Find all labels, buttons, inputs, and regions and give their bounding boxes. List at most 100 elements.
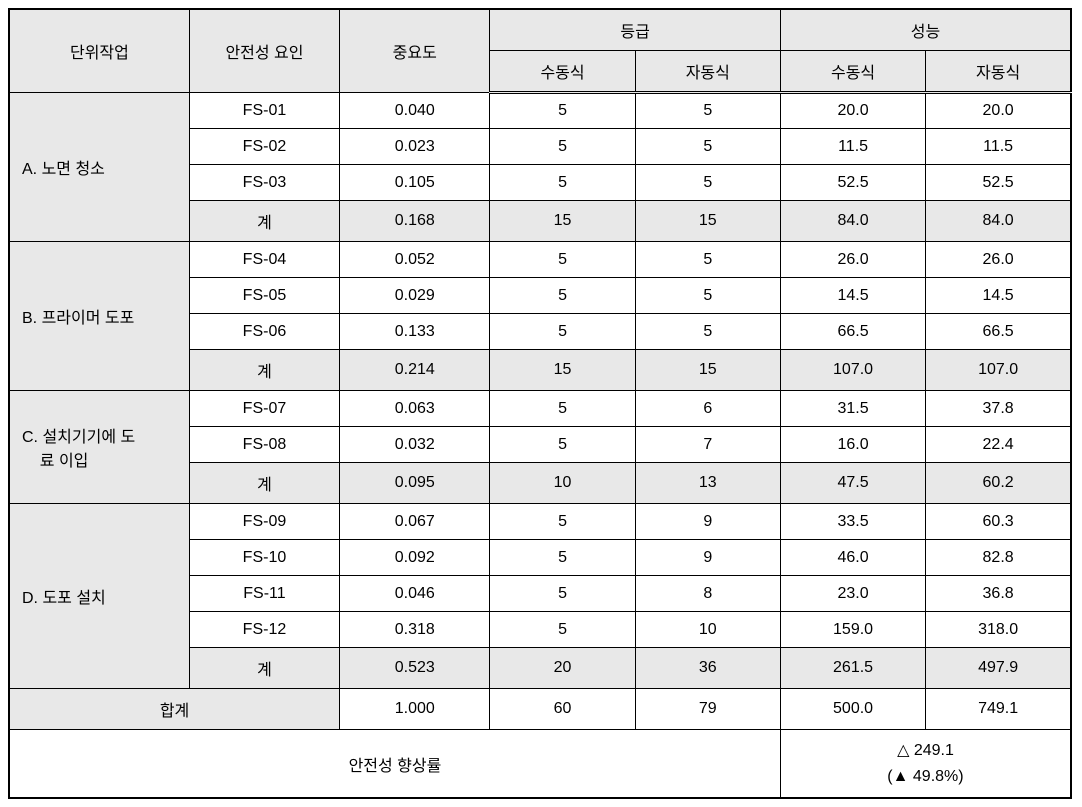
table-cell: 9 — [635, 540, 780, 576]
group-label: B. 프라이머 도포 — [9, 242, 189, 391]
table-cell: 5 — [490, 278, 635, 314]
improvement-value: △ 249.1(▲ 49.8%) — [780, 730, 1071, 799]
table-cell: 5 — [635, 314, 780, 350]
table-cell: 37.8 — [926, 391, 1071, 427]
table-cell: 5 — [490, 504, 635, 540]
table-cell: 0.046 — [340, 576, 490, 612]
table-cell: 60.3 — [926, 504, 1071, 540]
table-cell: 46.0 — [780, 540, 925, 576]
table-cell: 5 — [490, 242, 635, 278]
table-cell: 15 — [635, 350, 780, 391]
table-cell: 5 — [490, 391, 635, 427]
table-cell: 23.0 — [780, 576, 925, 612]
table-cell: 5 — [635, 93, 780, 129]
table-cell: 0.023 — [340, 129, 490, 165]
table-cell: 5 — [490, 129, 635, 165]
table-cell: 9 — [635, 504, 780, 540]
table-cell: 5 — [490, 427, 635, 463]
table-cell: 22.4 — [926, 427, 1071, 463]
table-cell: FS-12 — [189, 612, 339, 648]
table-cell: 16.0 — [780, 427, 925, 463]
table-cell: FS-04 — [189, 242, 339, 278]
header-perf-manual: 수동식 — [780, 51, 925, 93]
group-label: A. 노면 청소 — [9, 93, 189, 242]
table-cell: FS-02 — [189, 129, 339, 165]
table-cell: 0.052 — [340, 242, 490, 278]
table-cell: FS-06 — [189, 314, 339, 350]
table-cell: 5 — [490, 165, 635, 201]
table-cell: 10 — [490, 463, 635, 504]
table-cell: 7 — [635, 427, 780, 463]
table-cell: 52.5 — [780, 165, 925, 201]
table-cell: 0.523 — [340, 648, 490, 689]
table-cell: 20.0 — [926, 93, 1071, 129]
table-cell: 84.0 — [780, 201, 925, 242]
table-cell: 0.318 — [340, 612, 490, 648]
table-body: A. 노면 청소FS-010.0405520.020.0FS-020.02355… — [9, 93, 1071, 799]
table-cell: 31.5 — [780, 391, 925, 427]
table-cell: 5 — [490, 576, 635, 612]
total-row: 합계1.0006079500.0749.1 — [9, 689, 1071, 730]
table-cell: 0.063 — [340, 391, 490, 427]
improvement-row: 안전성 향상률△ 249.1(▲ 49.8%) — [9, 730, 1071, 799]
header-grade-manual: 수동식 — [490, 51, 635, 93]
table-cell: 5 — [635, 129, 780, 165]
table-cell: FS-05 — [189, 278, 339, 314]
header-grade-auto: 자동식 — [635, 51, 780, 93]
group-label: D. 도포 설치 — [9, 504, 189, 689]
table-cell: 0.067 — [340, 504, 490, 540]
table-cell: 60 — [490, 689, 635, 730]
table-cell: 36 — [635, 648, 780, 689]
safety-performance-table: 단위작업 안전성 요인 중요도 등급 성능 수동식 자동식 수동식 자동식 A.… — [8, 8, 1072, 799]
table-cell: 5 — [635, 242, 780, 278]
table-cell: 5 — [490, 93, 635, 129]
table-cell: 0.095 — [340, 463, 490, 504]
table-cell: 107.0 — [780, 350, 925, 391]
table-cell: FS-11 — [189, 576, 339, 612]
table-cell: 47.5 — [780, 463, 925, 504]
table-cell: FS-09 — [189, 504, 339, 540]
table-cell: 749.1 — [926, 689, 1071, 730]
table-cell: 계 — [189, 350, 339, 391]
table-cell: 15 — [635, 201, 780, 242]
table-cell: 0.040 — [340, 93, 490, 129]
table-cell: 5 — [490, 612, 635, 648]
table-cell: 5 — [635, 278, 780, 314]
table-cell: 84.0 — [926, 201, 1071, 242]
group-label: C. 설치기기에 도 료 이입 — [9, 391, 189, 504]
table-cell: FS-03 — [189, 165, 339, 201]
table-cell: 261.5 — [780, 648, 925, 689]
table-cell: 11.5 — [926, 129, 1071, 165]
header-grade: 등급 — [490, 9, 781, 51]
table-cell: 0.032 — [340, 427, 490, 463]
table-cell: FS-08 — [189, 427, 339, 463]
total-label: 합계 — [9, 689, 340, 730]
table-cell: 15 — [490, 350, 635, 391]
table-cell: 5 — [635, 165, 780, 201]
table-cell: 1.000 — [340, 689, 490, 730]
table-cell: 0.214 — [340, 350, 490, 391]
header-perf-auto: 자동식 — [926, 51, 1071, 93]
table-cell: 6 — [635, 391, 780, 427]
table-cell: 계 — [189, 201, 339, 242]
header-importance: 중요도 — [340, 9, 490, 93]
table-cell: 79 — [635, 689, 780, 730]
table-row: D. 도포 설치FS-090.0675933.560.3 — [9, 504, 1071, 540]
table-cell: 318.0 — [926, 612, 1071, 648]
header-performance: 성능 — [780, 9, 1071, 51]
table-cell: 14.5 — [780, 278, 925, 314]
table-cell: 20.0 — [780, 93, 925, 129]
table-cell: FS-01 — [189, 93, 339, 129]
table-cell: 20 — [490, 648, 635, 689]
table-cell: 82.8 — [926, 540, 1071, 576]
header-safety-factor: 안전성 요인 — [189, 9, 339, 93]
table-cell: 14.5 — [926, 278, 1071, 314]
table-cell: 60.2 — [926, 463, 1071, 504]
table-row: B. 프라이머 도포FS-040.0525526.026.0 — [9, 242, 1071, 278]
table-cell: 107.0 — [926, 350, 1071, 391]
table-cell: 66.5 — [926, 314, 1071, 350]
table-cell: 13 — [635, 463, 780, 504]
table-cell: 500.0 — [780, 689, 925, 730]
table-cell: 계 — [189, 463, 339, 504]
table-cell: 5 — [490, 540, 635, 576]
